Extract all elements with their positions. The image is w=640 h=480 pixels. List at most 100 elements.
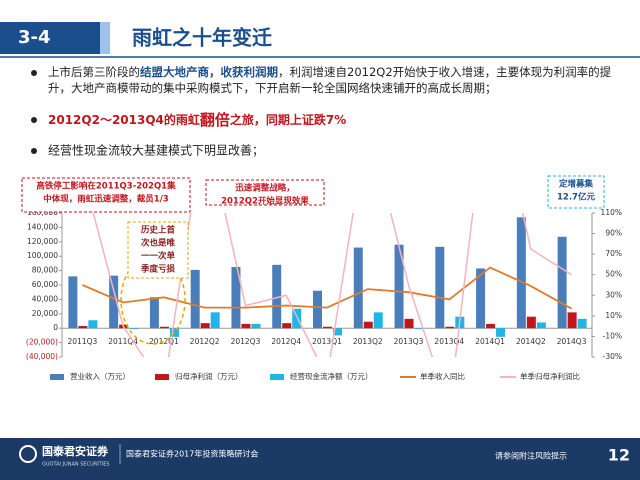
annotation-text: 季度亏损 xyxy=(140,264,176,275)
annotation-box xyxy=(21,177,191,213)
bar xyxy=(231,267,241,329)
slide-title: 雨虹之十年变迁 xyxy=(132,26,272,50)
bullet-part: ，利润增速自2012Q2开始快于收入增速，主要体现为利润率的提升，大地产商模带动… xyxy=(48,65,612,95)
bar xyxy=(241,323,251,329)
annotation-text: 次也是唯 xyxy=(141,238,176,249)
footer-company-en: GUOTAI JUNAN SECURITIES xyxy=(42,462,110,468)
y2-tick-label: -30% xyxy=(603,352,622,361)
header-accent xyxy=(100,22,110,54)
bar xyxy=(486,323,496,329)
bar xyxy=(109,275,119,329)
bar xyxy=(394,244,404,329)
annotation-box xyxy=(127,221,189,279)
bar xyxy=(323,326,332,329)
bar xyxy=(159,326,169,329)
legend-label: 归母净利润（万元） xyxy=(175,371,243,381)
x-tick-label: 2012Q3 xyxy=(231,337,261,346)
bar xyxy=(536,322,546,329)
bar xyxy=(292,308,302,329)
x-tick-label: 2014Q1 xyxy=(475,337,505,346)
bullet-dot xyxy=(31,148,37,154)
bullet-dot xyxy=(31,117,37,123)
legend-label: 营业收入（万元） xyxy=(70,371,130,381)
y2-tick-label: 30% xyxy=(605,290,622,299)
bullet-part: 2012Q2～2013Q4的雨虹 xyxy=(48,112,200,127)
bar xyxy=(149,297,159,329)
y-tick-label: 20,000 xyxy=(32,309,58,318)
bar xyxy=(282,323,292,329)
bar xyxy=(445,326,455,329)
y-tick-label: (40,000) xyxy=(26,352,58,361)
logo-icon xyxy=(19,445,37,463)
annotation-text: 中体现，雨虹迅速调整，裁员1/3 xyxy=(43,194,169,205)
annotation-text: 一一次单 xyxy=(141,251,176,262)
y-tick-label: 80,000 xyxy=(32,266,58,275)
annotation-text: 高铁停工影响在2011Q3-202Q1集 xyxy=(36,181,176,192)
bar xyxy=(476,268,486,329)
x-tick-label: 2012Q1 xyxy=(149,337,179,346)
bar xyxy=(190,269,200,329)
y-tick-label: 60,000 xyxy=(32,280,58,289)
annotation-text: 定增募集 xyxy=(558,179,594,190)
spacer: 上市后第三阶段的结盟大地产商，收获利润期 xyxy=(48,65,278,79)
bar xyxy=(414,328,424,329)
bar xyxy=(526,316,536,329)
bullet-highlight: 结盟大地产商，收获利润期 xyxy=(140,65,278,79)
bar xyxy=(210,312,220,329)
legend-swatch xyxy=(50,374,64,380)
y-tick-label: 40,000 xyxy=(32,294,58,303)
bar xyxy=(353,247,363,329)
y2-tick-label: -10% xyxy=(603,331,622,340)
bar xyxy=(363,321,373,329)
annotation-text: 历史上首 xyxy=(141,225,176,236)
annotation-box xyxy=(205,179,325,206)
bar xyxy=(272,264,282,329)
legend-label: 经营现金流净额（万元） xyxy=(290,371,373,381)
bar xyxy=(404,318,414,329)
y2-tick-label: 110% xyxy=(601,208,622,217)
bar xyxy=(169,328,179,337)
bar xyxy=(88,320,98,329)
bar xyxy=(577,318,587,329)
annotation-text: 12.7亿元 xyxy=(557,192,595,203)
annotation-text: 2012Q2开始显现效果 xyxy=(221,196,309,207)
section-box xyxy=(0,22,100,54)
legend-label: 单季归母净利润比 xyxy=(520,371,580,381)
y2-tick-label: 10% xyxy=(605,311,622,320)
bar xyxy=(557,236,567,329)
annotation-text: 迅速调整战略， xyxy=(235,183,295,194)
x-tick-label: 2014Q2 xyxy=(516,337,546,346)
bar xyxy=(78,326,88,329)
section-number: 3-4 xyxy=(18,27,51,48)
footer-notice: 请参阅附注风险提示 xyxy=(495,451,567,461)
y2-tick-label: 50% xyxy=(605,270,622,279)
y-tick-label: 100,000 xyxy=(27,251,58,260)
x-tick-label: 2011Q3 xyxy=(68,337,98,346)
footer-company: 国泰君安证券 xyxy=(42,444,109,458)
bar xyxy=(129,328,139,329)
bullet-part: 上市后第三阶段的 xyxy=(48,65,140,79)
bar xyxy=(496,328,506,337)
highlight-ellipse xyxy=(120,255,186,345)
bar xyxy=(333,328,342,336)
bullet-wrap: 上市后第三阶段的结盟大地产商，收获利润期，利润增速自2012Q2开始快于收入增速… xyxy=(48,65,612,95)
x-tick-label: 2013Q3 xyxy=(394,337,424,346)
bullet-part: 之旅，同期上证跌7% xyxy=(230,112,346,127)
bullet-part: 翻倍 xyxy=(200,111,230,129)
footer-event: 国泰君安证券2017年投资策略研讨会 xyxy=(126,449,258,459)
x-tick-label: 2013Q1 xyxy=(312,337,342,346)
x-tick-label: 2013Q2 xyxy=(353,337,383,346)
legend-label: 单季收入同比 xyxy=(420,371,465,381)
x-tick-label: 2012Q2 xyxy=(190,337,220,346)
annotation-box xyxy=(547,175,605,209)
x-tick-label: 2014Q3 xyxy=(557,337,587,346)
x-tick-label: 2011Q4 xyxy=(108,337,138,346)
bar xyxy=(313,290,322,329)
y-tick-label: 160,000 xyxy=(27,208,58,217)
bullet-text: 2012Q2～2013Q4的雨虹翻倍之旅，同期上证跌7% xyxy=(48,111,346,129)
bar xyxy=(516,217,526,329)
bar xyxy=(567,312,577,329)
footer-bar xyxy=(0,438,640,480)
y-tick-label: 140,000 xyxy=(27,222,58,231)
